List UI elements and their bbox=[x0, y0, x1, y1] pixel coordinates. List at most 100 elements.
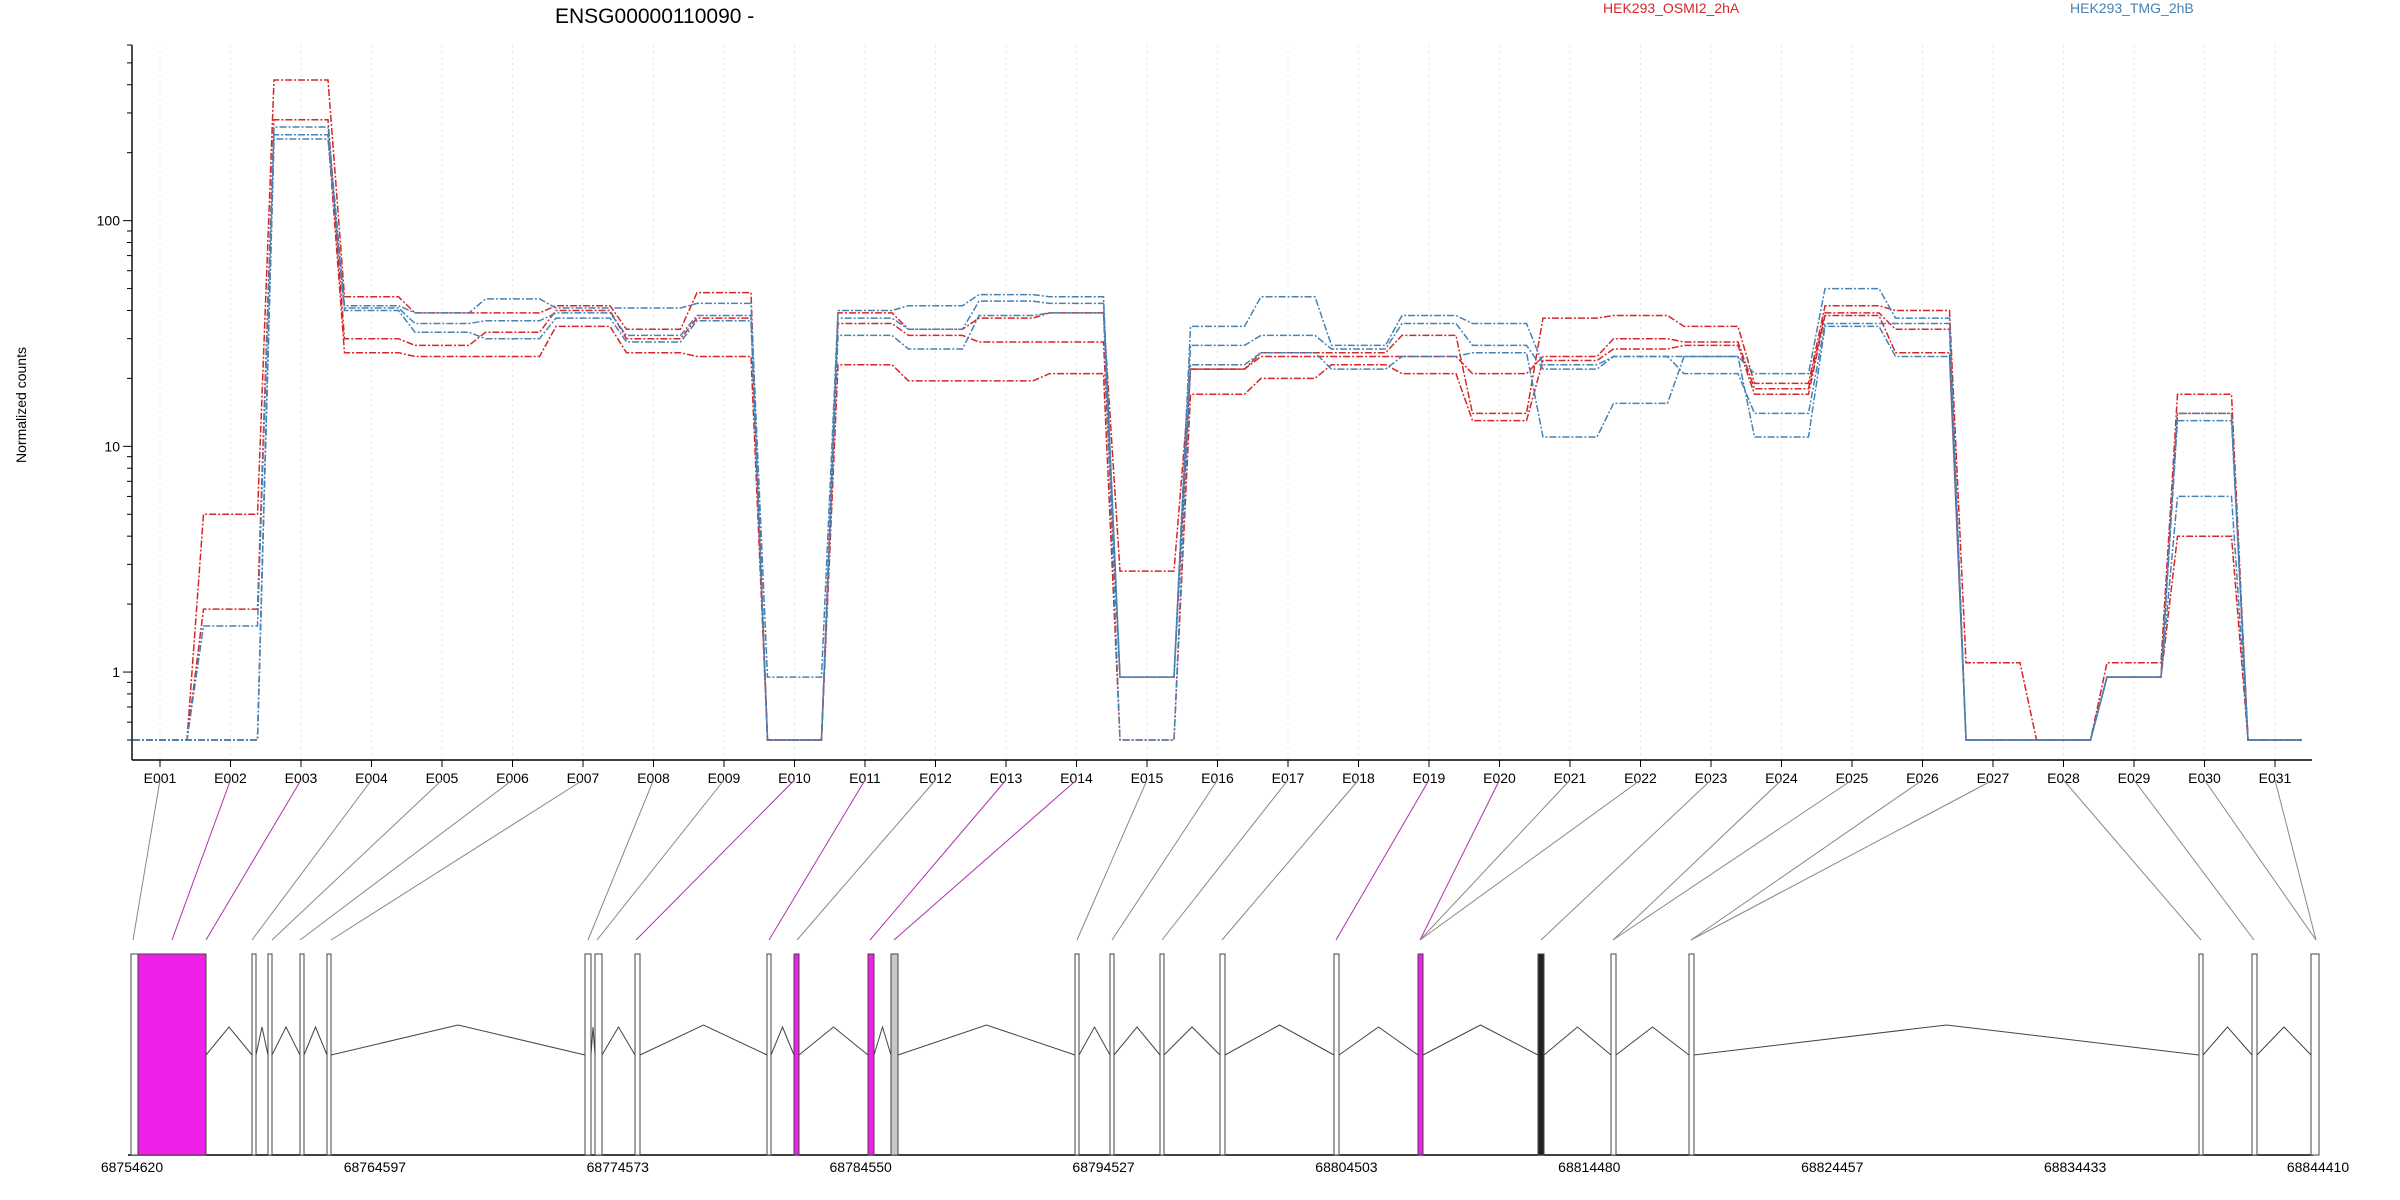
y-tick-label-10: 10 bbox=[104, 438, 120, 454]
genomic-coordinate-label: 68794527 bbox=[1072, 1159, 1135, 1175]
series-line-hek293-tmg-2hb-3 bbox=[133, 126, 2302, 741]
genomic-coordinate-label: 68834433 bbox=[2044, 1159, 2107, 1175]
connector-e005 bbox=[271, 779, 443, 941]
x-tick-label-e010: E010 bbox=[778, 770, 811, 786]
intron-line bbox=[1224, 1024, 1335, 1056]
exon-box bbox=[251, 953, 257, 1156]
exon-box bbox=[267, 953, 273, 1156]
legend-entry-osmi2: HEK293_OSMI2_2hA bbox=[1603, 0, 1740, 16]
exon-box bbox=[2198, 953, 2204, 1156]
y-axis-label: Normalized counts bbox=[13, 347, 29, 463]
x-tick-label-e022: E022 bbox=[1624, 770, 1657, 786]
y-tick-label-100: 100 bbox=[97, 213, 121, 229]
intron-line bbox=[639, 1024, 768, 1056]
x-tick-label-e005: E005 bbox=[426, 770, 459, 786]
series-lines bbox=[133, 79, 2302, 741]
exon-box bbox=[130, 953, 139, 1156]
intron-line bbox=[1693, 1024, 2200, 1056]
series-line-hek293-osmi2-2ha-2 bbox=[133, 134, 2302, 741]
connector-e029 bbox=[2133, 779, 2255, 941]
exon-box bbox=[793, 953, 800, 1156]
exon-box bbox=[2310, 953, 2320, 1156]
connector-e019 bbox=[1335, 779, 1430, 941]
exon-box bbox=[766, 953, 772, 1156]
genomic-coordinate-label: 68764597 bbox=[344, 1159, 407, 1175]
genomic-coordinate-label: 68804503 bbox=[1315, 1159, 1378, 1175]
intron-line bbox=[1338, 1026, 1419, 1056]
x-tick-label-e003: E003 bbox=[285, 770, 318, 786]
genomic-coordinate-label: 68824457 bbox=[1801, 1159, 1864, 1175]
intron-line bbox=[1422, 1024, 1539, 1056]
connector-e014 bbox=[893, 779, 1077, 941]
exon-box bbox=[1159, 953, 1165, 1156]
exon-box bbox=[1109, 953, 1115, 1156]
x-tick-label-e014: E014 bbox=[1060, 770, 1093, 786]
x-tick-label-e018: E018 bbox=[1342, 770, 1375, 786]
intron-line bbox=[1163, 1026, 1221, 1056]
legend-entry-tmg: HEK293_TMG_2hB bbox=[2070, 0, 2194, 16]
intron-line bbox=[770, 1025, 795, 1056]
x-tick-label-e001: E001 bbox=[144, 770, 177, 786]
connector-e001 bbox=[132, 779, 161, 941]
connector-e007 bbox=[330, 779, 584, 941]
gene-model: 68754620 68764597 68774573 68784550 68794527… bbox=[101, 953, 2350, 1175]
connector-e012 bbox=[796, 779, 936, 941]
exon-box bbox=[1333, 953, 1340, 1156]
intron-line bbox=[590, 1026, 596, 1056]
exon-box bbox=[1610, 953, 1617, 1156]
series-line-hek293-tmg-2hb-4 bbox=[133, 134, 2302, 741]
intron-line bbox=[601, 1026, 636, 1056]
axes: 1 10 100 E001 E002 E003 E004 E005 E006 E007 E008 E0… bbox=[97, 44, 2312, 786]
connector-e030 bbox=[2204, 779, 2317, 941]
x-tick-label-e015: E015 bbox=[1131, 770, 1164, 786]
genomic-coordinate-label: 68844410 bbox=[2287, 1159, 2350, 1175]
exon-box bbox=[2251, 953, 2258, 1156]
exon-box bbox=[1074, 953, 1080, 1156]
connector-e024 bbox=[1612, 779, 1782, 941]
connector-e008 bbox=[587, 779, 654, 941]
x-tick-label-e030: E030 bbox=[2188, 770, 2221, 786]
connector-e021 bbox=[1419, 779, 1571, 941]
x-tick-label-e020: E020 bbox=[1483, 770, 1516, 786]
x-tick-label-e013: E013 bbox=[990, 770, 1023, 786]
connector-e009 bbox=[596, 779, 725, 941]
connector-e020 bbox=[1419, 779, 1500, 941]
x-tick-label-e009: E009 bbox=[708, 770, 741, 786]
gridlines bbox=[159, 45, 2276, 760]
x-tick-label-e012: E012 bbox=[919, 770, 952, 786]
exon-box bbox=[137, 953, 207, 1156]
chart-title: ENSG00000110090 - bbox=[555, 5, 754, 28]
x-tick-label-e008: E008 bbox=[637, 770, 670, 786]
x-tick-label-e006: E006 bbox=[496, 770, 529, 786]
connector-e016 bbox=[1111, 779, 1218, 941]
exon-box bbox=[634, 953, 641, 1156]
intron-line bbox=[2202, 1026, 2253, 1056]
x-tick-label-e025: E025 bbox=[1836, 770, 1869, 786]
connector-e023 bbox=[1540, 779, 1712, 941]
connector-e026 bbox=[1690, 779, 1923, 941]
x-tick-label-e024: E024 bbox=[1765, 770, 1798, 786]
x-tick-label-e021: E021 bbox=[1554, 770, 1587, 786]
connector-e011 bbox=[768, 779, 866, 941]
exon-box bbox=[1688, 953, 1695, 1156]
exon-connectors bbox=[132, 779, 2317, 941]
x-tick-label-e016: E016 bbox=[1201, 770, 1234, 786]
connector-e028 bbox=[2063, 779, 2202, 941]
intron-line bbox=[271, 1025, 301, 1056]
connector-e015 bbox=[1076, 779, 1148, 941]
genomic-coordinate-label: 68754620 bbox=[101, 1159, 164, 1175]
x-tick-label-e023: E023 bbox=[1695, 770, 1728, 786]
intron-line bbox=[255, 1026, 269, 1056]
x-tick-label-e019: E019 bbox=[1413, 770, 1446, 786]
x-tick-label-e027: E027 bbox=[1977, 770, 2010, 786]
x-tick-label-e007: E007 bbox=[567, 770, 600, 786]
intron-line bbox=[1543, 1026, 1612, 1056]
exon-box bbox=[594, 953, 603, 1156]
x-tick-label-e002: E002 bbox=[214, 770, 247, 786]
intron-line bbox=[205, 1026, 253, 1056]
connector-e004 bbox=[251, 779, 372, 941]
connector-e031 bbox=[2274, 779, 2317, 941]
connector-e003 bbox=[205, 779, 302, 941]
exon-box bbox=[867, 953, 875, 1156]
